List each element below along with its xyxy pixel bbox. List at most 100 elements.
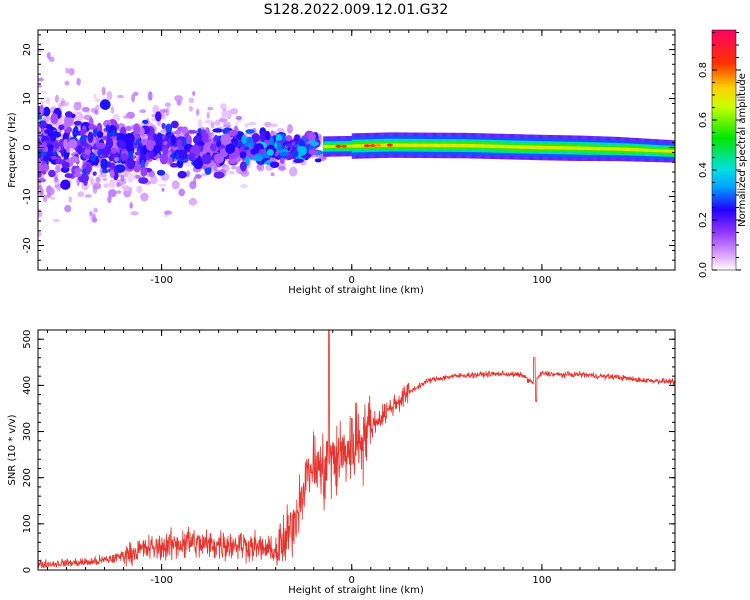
heatmap-cell [140, 192, 149, 202]
heatmap-cell [571, 146, 573, 150]
heatmap-cell [77, 144, 83, 155]
heatmap-cell [140, 166, 147, 177]
heatmap-cell [402, 143, 404, 147]
heatmap-cell [412, 143, 414, 147]
heatmap-cell [601, 147, 603, 151]
heatmap-cell [424, 143, 426, 148]
heatmap-cell [506, 144, 508, 149]
heatmap-cell [285, 135, 293, 141]
heatmap-cell [525, 145, 527, 149]
heatmap-cell [276, 128, 285, 133]
heatmap-cell [508, 144, 510, 149]
heatmap-cell [96, 122, 103, 134]
heatmap-cell [481, 144, 483, 148]
heatmap-cell [497, 144, 499, 149]
heatmap-cell [131, 93, 136, 103]
heatmap-cell [514, 145, 516, 149]
heatmap-cell [616, 147, 618, 151]
heatmap-cell [353, 144, 355, 148]
heatmap-cell [602, 147, 604, 151]
heatmap-cell [351, 144, 353, 148]
heatmap-cell [288, 166, 298, 177]
heatmap-cell [505, 144, 507, 149]
heatmap-cell [81, 106, 90, 113]
heatmap-cell [245, 129, 255, 134]
heatmap-cell [77, 191, 85, 198]
heatmap-cell [588, 146, 590, 151]
heatmap-cell [55, 164, 61, 173]
heatmap-cell [461, 143, 463, 148]
heatmap-cell [110, 130, 118, 137]
heatmap-cell [443, 143, 446, 148]
heatmap-cell [38, 153, 42, 159]
heatmap-cell [600, 147, 602, 151]
heatmap-cell [487, 144, 489, 148]
heatmap-cell [480, 144, 482, 148]
heatmap-cell [52, 151, 58, 156]
heatmap-cell [186, 134, 192, 146]
heatmap-cell [649, 148, 651, 152]
heatmap-cell [54, 142, 60, 150]
heatmap-cell [324, 145, 326, 148]
heatmap-cell [658, 149, 660, 153]
heatmap-cell [396, 143, 398, 147]
heatmap-cell [400, 143, 402, 147]
heatmap-cell [462, 143, 465, 148]
snr-xlabel: Height of straight line (km) [288, 585, 424, 596]
heatmap-cell [420, 143, 422, 148]
heatmap-cell [195, 108, 200, 116]
heatmap-cell [512, 145, 514, 149]
heatmap-cell [176, 138, 183, 150]
heatmap-cell [310, 141, 319, 147]
heatmap-cell [638, 148, 640, 152]
heatmap-cell [432, 143, 434, 148]
heatmap-cell [566, 146, 568, 150]
heatmap-cell [509, 145, 511, 149]
heatmap-cell [105, 124, 111, 132]
heatmap-cell [164, 210, 173, 215]
x-tick-label: 0 [349, 575, 355, 586]
heatmap-cell [530, 145, 532, 149]
heatmap-cell [433, 143, 435, 148]
heatmap-cell [451, 143, 453, 148]
heatmap-cell [352, 144, 354, 148]
heatmap-cell [92, 182, 102, 190]
heatmap-cell [482, 144, 484, 148]
heatmap-cell [188, 105, 193, 112]
heatmap-cell [60, 179, 71, 190]
heatmap-cell [599, 147, 601, 151]
heatmap-cell [414, 143, 416, 147]
heatmap-cell [511, 145, 513, 149]
heatmap-cell [39, 100, 44, 106]
heatmap-cell [510, 145, 512, 149]
heatmap-cell [155, 111, 162, 122]
heatmap-cell [170, 163, 178, 168]
heatmap-cell [212, 128, 223, 133]
heatmap-cell [109, 178, 116, 189]
spectrogram-frame [37, 29, 676, 271]
heatmap-cell [631, 147, 633, 152]
heatmap-cell [73, 120, 82, 126]
heatmap-cell [550, 146, 552, 150]
heatmap-cell [587, 146, 589, 151]
heatmap-cell [608, 147, 610, 151]
heatmap-cell [460, 143, 462, 148]
heatmap-cell [459, 143, 461, 148]
heatmap-cell [46, 144, 54, 150]
heatmap-cell [441, 143, 443, 148]
heatmap-cell [38, 208, 43, 218]
heatmap-cell [355, 144, 357, 148]
heatmap-cell [227, 171, 235, 175]
heatmap-cell [644, 148, 646, 152]
heatmap-cell [201, 132, 209, 144]
heatmap-cell [548, 145, 550, 150]
heatmap-cell [403, 143, 405, 147]
heatmap-cell [475, 144, 477, 148]
heatmap-cell [163, 140, 168, 146]
heatmap-cell [672, 149, 674, 153]
heatmap-cell [483, 144, 485, 148]
heatmap-cell [138, 177, 149, 184]
heatmap-cell [507, 144, 509, 149]
heatmap-cell [446, 143, 448, 148]
heatmap-cell [524, 145, 526, 149]
